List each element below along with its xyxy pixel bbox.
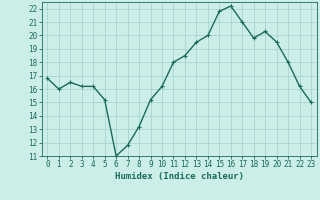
X-axis label: Humidex (Indice chaleur): Humidex (Indice chaleur)	[115, 172, 244, 181]
